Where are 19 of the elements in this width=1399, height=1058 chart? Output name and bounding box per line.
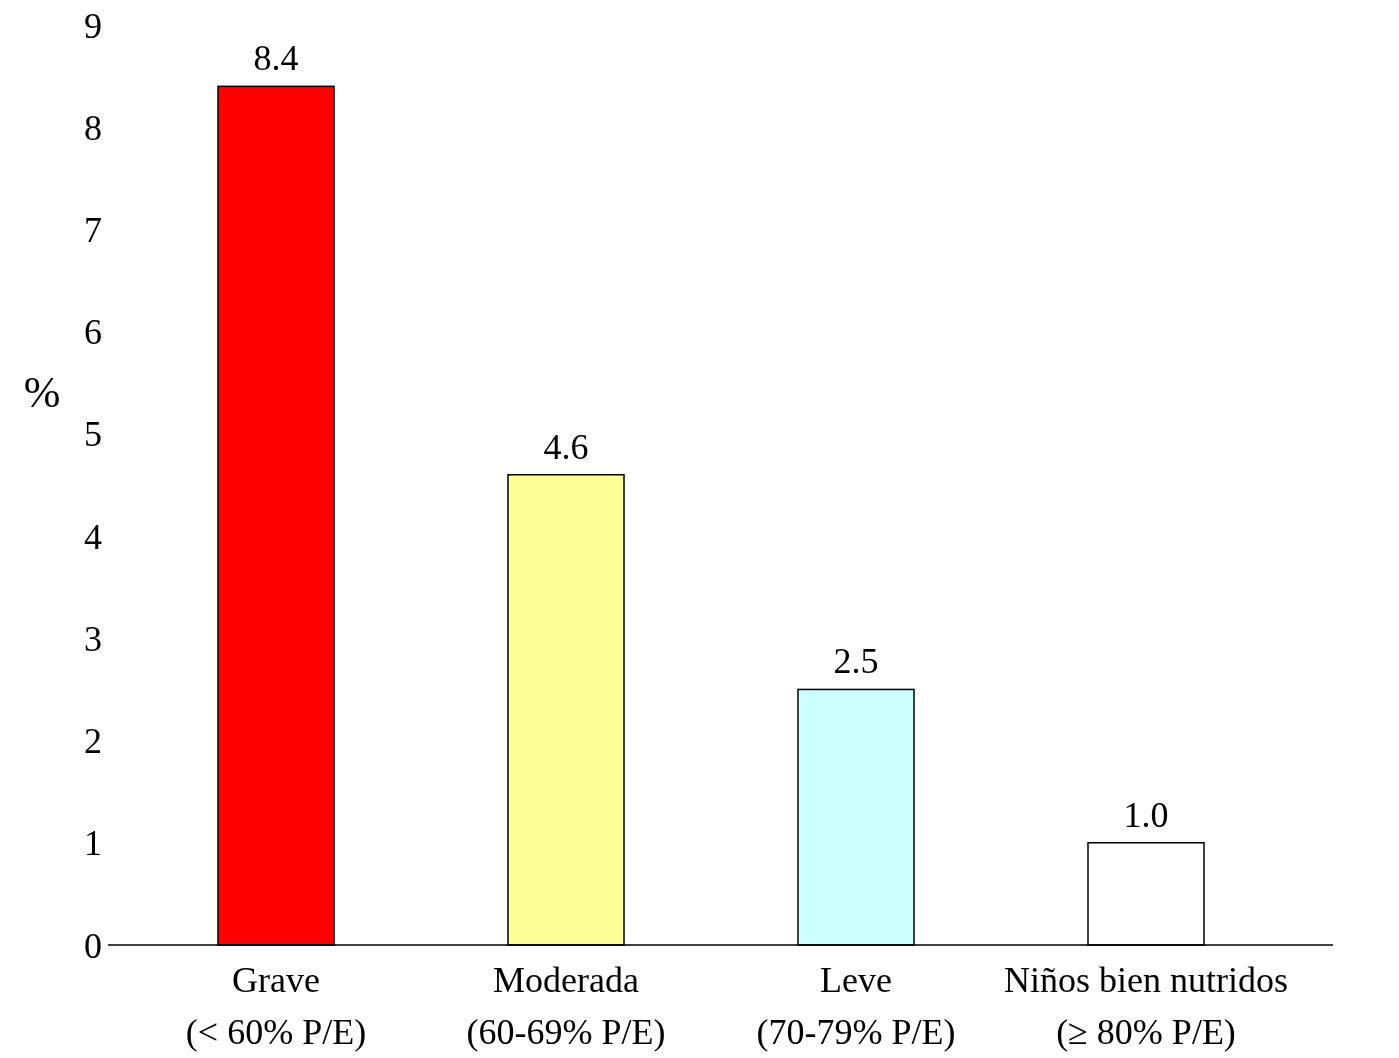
data-label: 4.6 — [543, 426, 589, 467]
y-tick-label: 5 — [84, 414, 102, 455]
y-tick-label: 8 — [84, 107, 102, 148]
x-tick-label: Niños bien nutridos (≥ 80% P/E) — [1004, 960, 1288, 1052]
y-axis-title: % — [23, 368, 61, 418]
y-tick-label: 2 — [84, 721, 102, 762]
data-label: 8.4 — [253, 38, 299, 79]
data-label: 1.0 — [1123, 794, 1169, 835]
y-tick-label: 0 — [84, 925, 102, 966]
y-tick-label: 4 — [84, 516, 102, 557]
x-tick-label: Leve (70-79% P/E) — [756, 960, 956, 1052]
y-tick-label: 7 — [84, 210, 102, 251]
y-tick-label: 9 — [84, 5, 102, 46]
y-tick-label: 6 — [84, 312, 102, 353]
y-tick-label: 1 — [84, 823, 102, 864]
y-tick-label: 3 — [84, 618, 102, 659]
x-tick-label: Grave (< 60% P/E) — [185, 960, 367, 1052]
x-tick-label: Moderada (60-69% P/E) — [466, 960, 666, 1052]
data-label: 2.5 — [833, 641, 879, 682]
